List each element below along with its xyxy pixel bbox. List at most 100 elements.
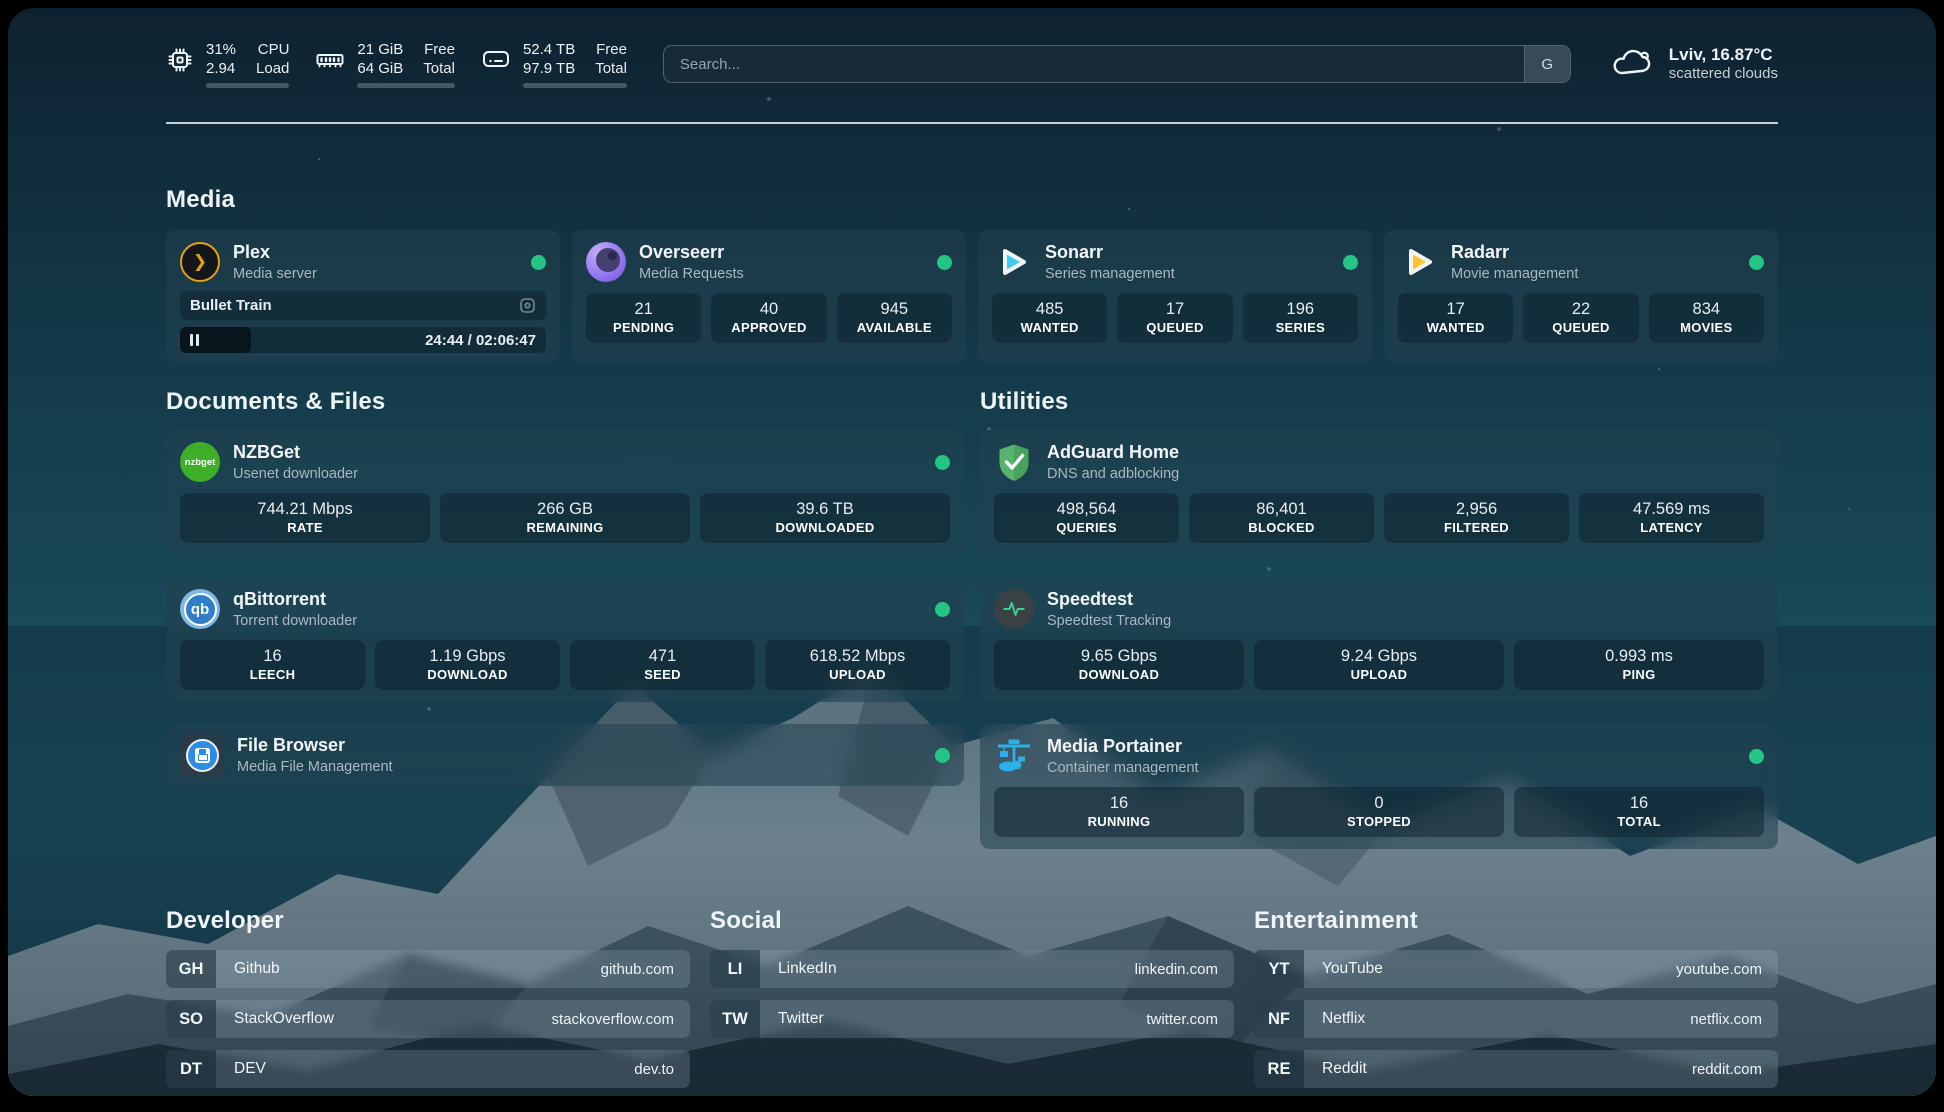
service-card-nzbget[interactable]: nzbget NZBGet Usenet downloader 744.21 M… [166,430,964,555]
cpu-widget: 31% CPU 2.94 Load [166,40,290,88]
stat-available: 945 AVAILABLE [836,293,952,343]
bookmark-twitter[interactable]: TW Twitter twitter.com [710,1000,1234,1038]
stat-stopped: 0 STOPPED [1254,787,1504,837]
service-subtitle: Media Requests [639,265,744,282]
stat-leech: 16 LEECH [180,640,365,690]
service-card-radarr[interactable]: Radarr Movie management 17 WANTED 22 QUE… [1384,230,1778,362]
section-title-documents: Documents & Files [166,388,386,415]
plex-progress-bar: 24:44 / 02:06:47 [180,327,546,353]
stat-latency: 47.569 ms LATENCY [1579,493,1764,543]
disk-total-label: Total [595,60,627,77]
bookmark-netflix[interactable]: NF Netflix netflix.com [1254,1000,1778,1038]
service-card-qbittorrent[interactable]: qb qBittorrent Torrent downloader 16 [166,577,964,702]
stat-ping: 0.993 ms PING [1514,640,1764,690]
disk-total-value: 97.9 TB [522,60,576,77]
service-card-overseerr[interactable]: Overseerr Media Requests 21 PENDING 40 A… [572,230,966,362]
plex-now-playing: Bullet Train [180,291,546,320]
service-title: Sonarr [1045,242,1104,263]
bookmark-name: StackOverflow [234,1010,334,1027]
plex-icon: ❯ [180,242,220,282]
memory-free-value: 21 GiB [357,41,404,58]
stat-upload: 618.52 Mbps UPLOAD [765,640,950,690]
stat-downloaded: 39.6 TB DOWNLOADED [700,493,950,543]
memory-total-label: Total [423,60,455,77]
service-subtitle: Media File Management [237,758,393,775]
service-card-sonarr[interactable]: Sonarr Series management 485 WANTED 17 Q… [978,230,1372,362]
service-title: AdGuard Home [1047,442,1180,463]
bookmark-url: stackoverflow.com [551,1010,674,1028]
filebrowser-icon [180,733,224,777]
radarr-icon [1398,242,1438,282]
bookmark-url: youtube.com [1676,960,1762,978]
top-bar: 31% CPU 2.94 Load 21 GiB Fr [166,40,1778,88]
weather-widget: Lviv, 16.87°C scattered clouds [1611,44,1778,84]
service-title: File Browser [237,735,346,756]
service-card-speedtest[interactable]: Speedtest Speedtest Tracking 9.65 Gbps D… [980,577,1778,702]
section-title-developer: Developer [166,907,284,934]
status-dot [935,747,950,763]
service-card-portainer[interactable]: Media Portainer Container management 16 … [980,724,1778,849]
stat-running: 16 RUNNING [994,787,1244,837]
bookmark-group-social: Social LI LinkedIn linkedin.com TW Twitt… [710,907,1234,1088]
bookmark-name: DEV [234,1060,266,1077]
section-title-media: Media [166,186,236,213]
stat-queries: 498,564 QUERIES [994,493,1179,543]
cpu-load-value: 2.94 [206,60,236,77]
service-title: Radarr [1451,242,1510,263]
stat-approved: 40 APPROVED [711,293,827,343]
service-card-filebrowser[interactable]: File Browser Media File Management [166,724,964,786]
bookmark-abbr: NF [1254,1000,1304,1038]
bookmarks-area: Developer GH Github github.com SO StackO… [166,907,1778,1088]
search-engine-button[interactable]: G [1523,46,1570,82]
bookmark-url: linkedin.com [1134,960,1218,978]
service-subtitle: DNS and adblocking [1047,465,1180,482]
search-input[interactable] [663,46,1524,82]
cpu-icon [166,46,194,79]
service-card-plex[interactable]: ❯ Plex Media server Bullet Train [166,230,560,362]
service-title: qBittorrent [233,589,326,610]
service-subtitle: Container management [1047,759,1199,776]
stat-upload: 9.24 Gbps UPLOAD [1254,640,1504,690]
bookmark-github[interactable]: GH Github github.com [166,950,690,988]
stat-wanted: 17 WANTED [1398,293,1514,343]
bookmark-reddit[interactable]: RE Reddit reddit.com [1254,1050,1778,1088]
header-divider [166,122,1778,124]
nzbget-icon: nzbget [180,442,220,482]
bookmark-youtube[interactable]: YT YouTube youtube.com [1254,950,1778,988]
bookmark-url: twitter.com [1146,1010,1218,1028]
cpu-load-label: Load [256,60,290,77]
service-card-adguard[interactable]: AdGuard Home DNS and adblocking 498,564 … [980,430,1778,555]
bookmark-abbr: SO [166,1000,216,1038]
disk-progress-bar [522,83,627,88]
disk-icon [481,46,511,77]
cpu-usage-value: 31% [206,41,237,58]
stat-pending: 21 PENDING [586,293,702,343]
section-media: Media ❯ Plex Media server Bullet Train [166,186,1778,362]
overseerr-icon [586,242,626,282]
bookmark-abbr: YT [1254,950,1304,988]
bookmark-stackoverflow[interactable]: SO StackOverflow stackoverflow.com [166,1000,690,1038]
memory-total-value: 64 GiB [357,60,404,77]
service-subtitle: Speedtest Tracking [1047,612,1172,629]
section-title-entertainment: Entertainment [1254,907,1418,934]
disk-free-label: Free [596,41,627,58]
stat-seed: 471 SEED [570,640,755,690]
bookmark-abbr: GH [166,950,216,988]
service-title: Speedtest [1047,589,1134,610]
bookmark-abbr: RE [1254,1050,1304,1088]
pause-icon[interactable] [190,334,199,346]
service-subtitle: Media server [233,265,317,282]
section-title-social: Social [710,907,782,934]
stat-movies: 834 MOVIES [1648,293,1764,343]
section-documents: Documents & Files nzbget NZBGet Usenet d… [166,388,964,849]
sonarr-icon [992,242,1032,282]
bookmark-abbr: LI [710,950,760,988]
bookmark-linkedin[interactable]: LI LinkedIn linkedin.com [710,950,1234,988]
status-dot [1749,748,1764,764]
portainer-icon [994,736,1034,776]
bookmark-group-entertainment: Entertainment YT YouTube youtube.com NF … [1254,907,1778,1088]
plex-playback-time: 24:44 / 02:06:47 [425,331,536,349]
bookmark-abbr: TW [710,1000,760,1038]
bookmark-dev[interactable]: DT DEV dev.to [166,1050,690,1088]
service-title: Overseerr [639,242,725,263]
